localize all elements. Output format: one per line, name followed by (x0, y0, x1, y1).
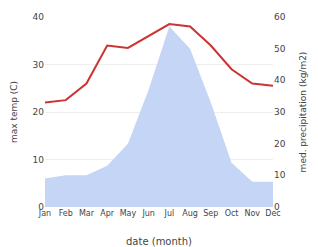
svg-text:Dec: Dec (265, 209, 280, 218)
svg-text:Mar: Mar (79, 209, 95, 218)
svg-text:60: 60 (274, 12, 286, 22)
svg-text:May: May (120, 209, 137, 218)
svg-text:Jun: Jun (141, 209, 155, 218)
svg-text:Nov: Nov (244, 209, 260, 218)
svg-text:Jul: Jul (164, 209, 175, 218)
svg-text:0: 0 (38, 202, 44, 212)
svg-text:Sep: Sep (203, 209, 218, 218)
svg-text:0: 0 (274, 202, 280, 212)
svg-text:20: 20 (33, 107, 45, 117)
svg-text:med. precipitation (kg/m2): med. precipitation (kg/m2) (298, 52, 308, 173)
svg-text:10: 10 (33, 155, 45, 165)
svg-text:Apr: Apr (100, 209, 115, 218)
svg-text:40: 40 (274, 75, 286, 85)
svg-text:max temp (C): max temp (C) (9, 81, 19, 143)
svg-text:30: 30 (33, 60, 45, 70)
svg-text:Oct: Oct (225, 209, 239, 218)
svg-text:30: 30 (274, 107, 286, 117)
svg-text:40: 40 (33, 12, 45, 22)
svg-text:Feb: Feb (59, 209, 73, 218)
svg-text:date (month): date (month) (126, 236, 192, 247)
svg-text:10: 10 (274, 170, 286, 180)
svg-text:Aug: Aug (182, 209, 198, 218)
svg-text:20: 20 (274, 139, 286, 149)
svg-text:Jan: Jan (38, 209, 51, 218)
svg-text:50: 50 (274, 44, 286, 54)
